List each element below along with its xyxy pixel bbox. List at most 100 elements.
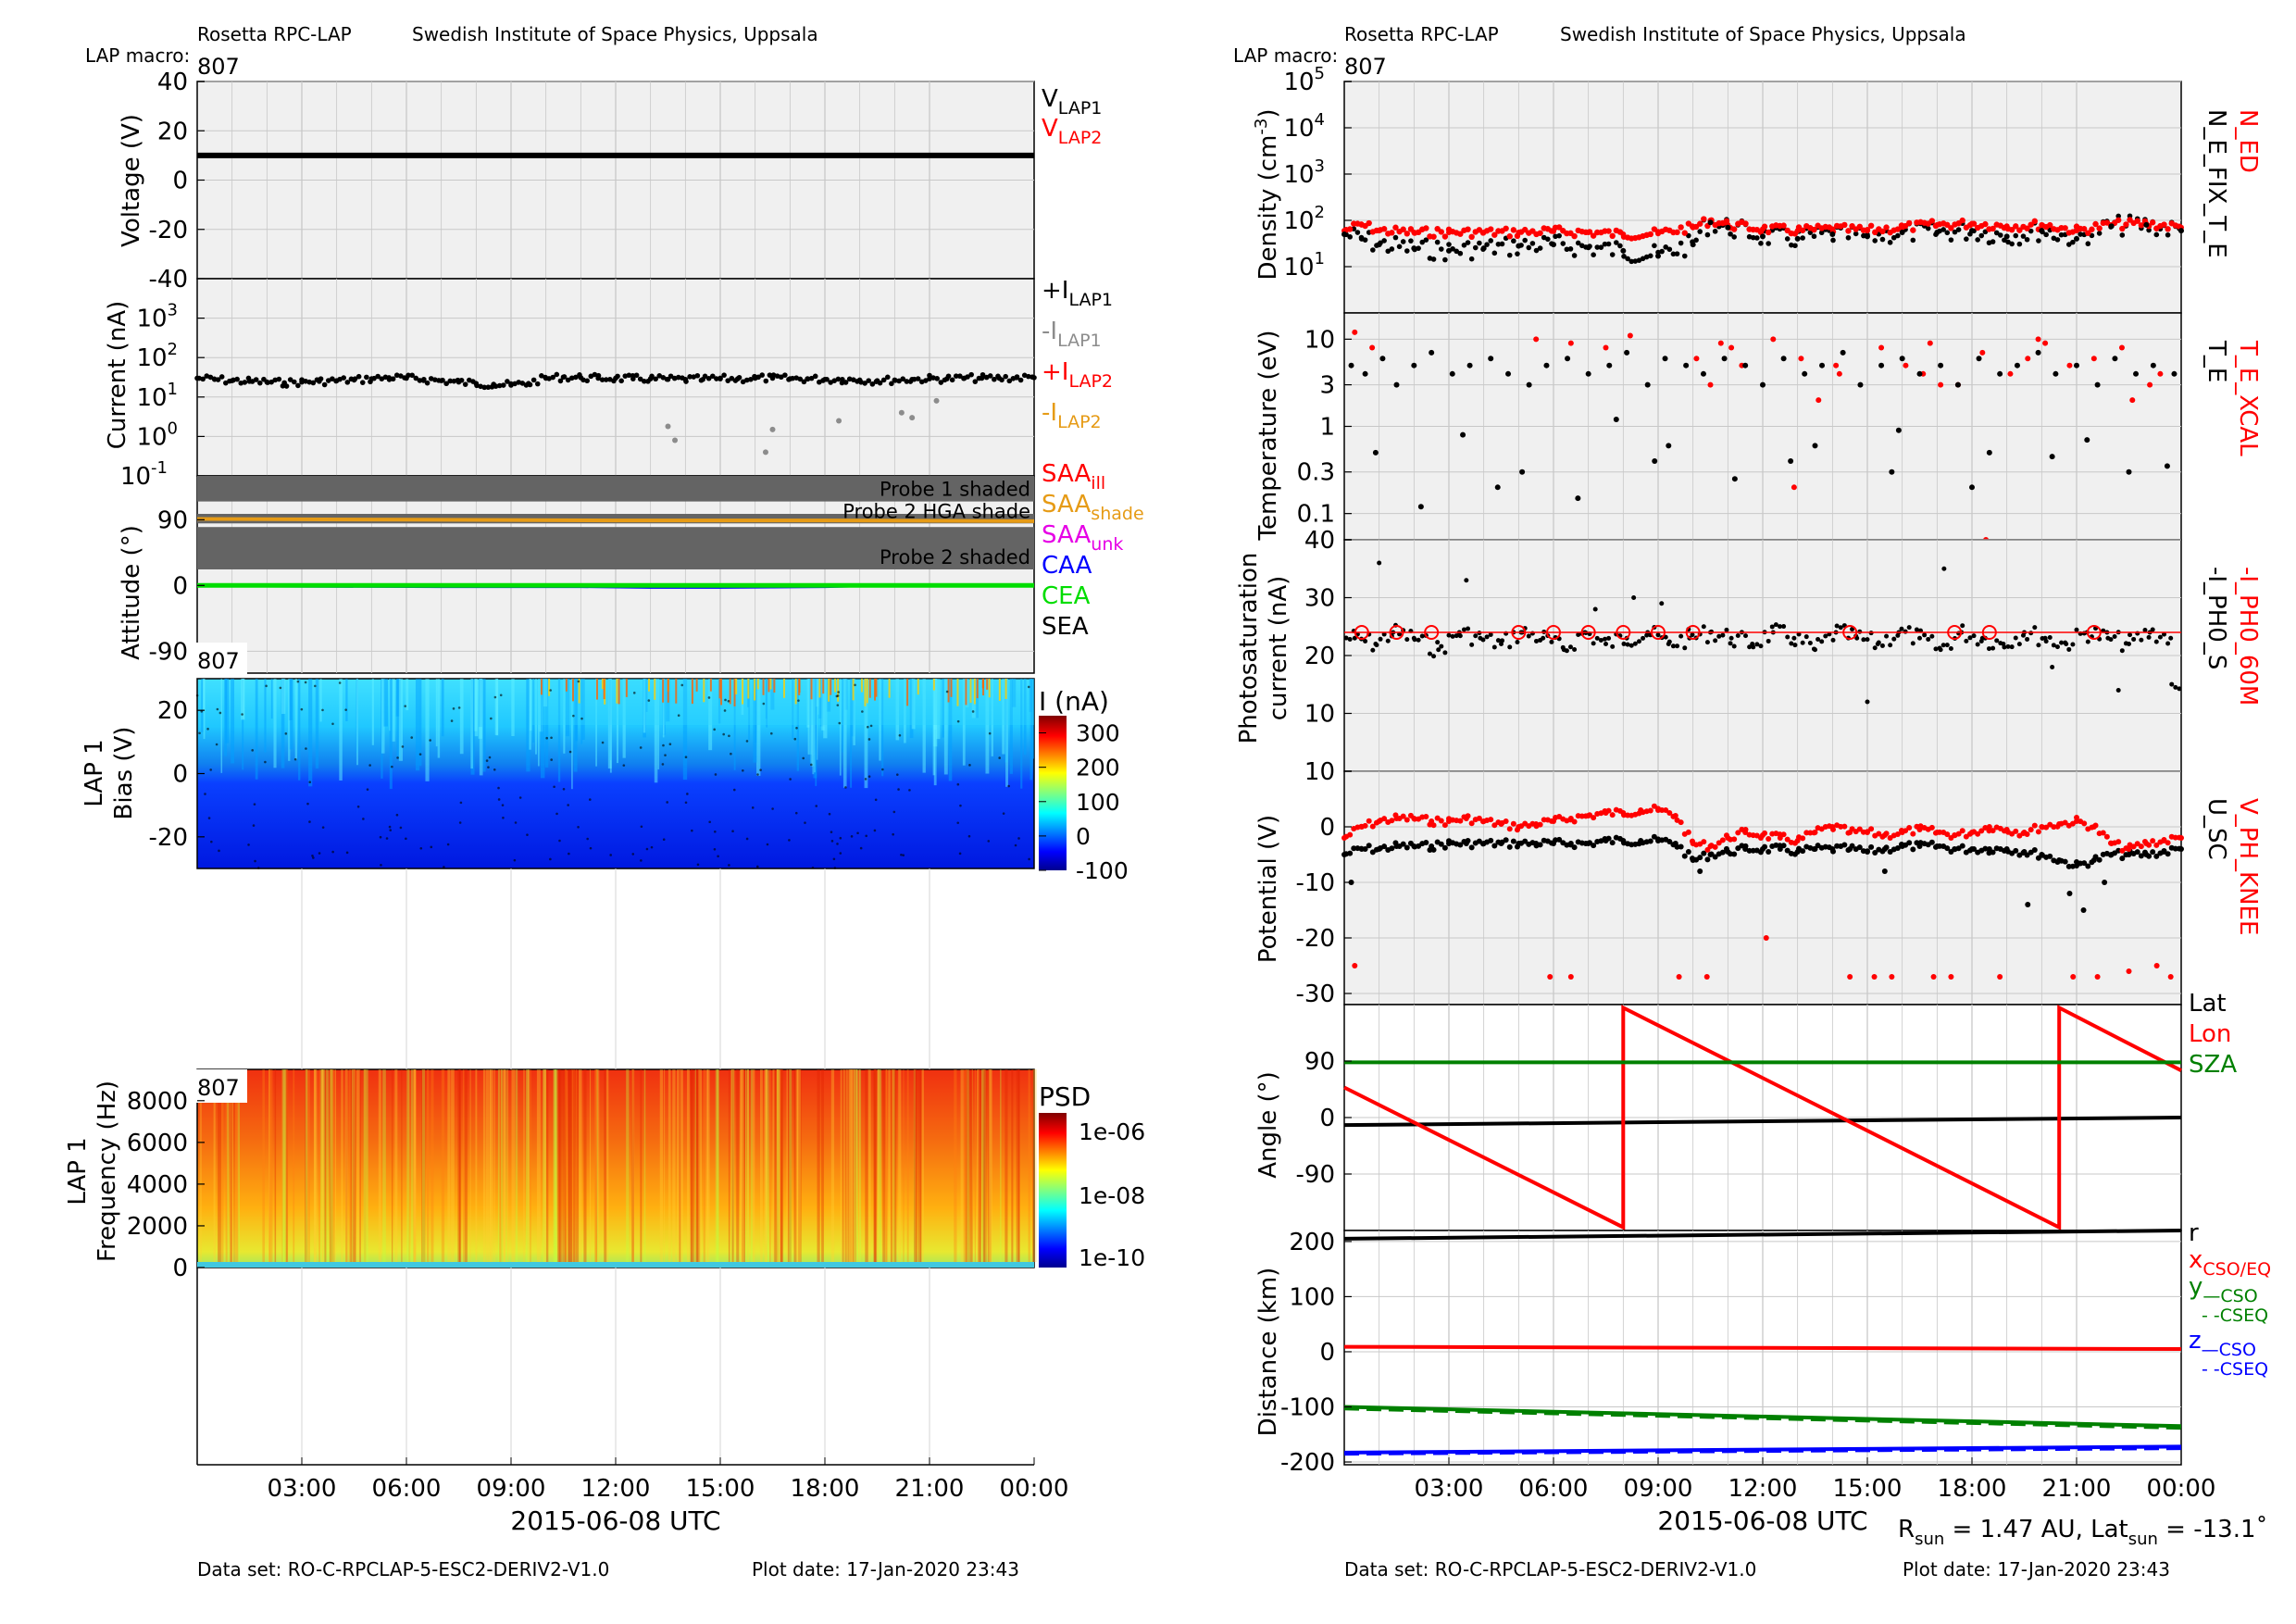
spectrogram-streak bbox=[746, 1069, 749, 1262]
legend-item-sub: —CSO bbox=[2202, 1340, 2256, 1360]
legend-item-sub: ill bbox=[1091, 473, 1105, 493]
data-point bbox=[1785, 634, 1791, 640]
spectrogram-streak bbox=[965, 679, 969, 707]
data-point bbox=[584, 378, 590, 384]
data-point bbox=[1794, 228, 1801, 234]
data-point bbox=[992, 376, 997, 382]
spectrogram-dot bbox=[241, 713, 243, 716]
data-point bbox=[2103, 833, 2110, 840]
data-point bbox=[1400, 841, 1406, 847]
data-point bbox=[2090, 857, 2097, 863]
legend-item: -I_PH0_60M bbox=[2234, 567, 2262, 706]
data-point bbox=[1655, 253, 1661, 259]
legend-item-sub: CSO/EQ bbox=[2202, 1259, 2271, 1280]
data-point bbox=[1845, 228, 1852, 234]
spectrogram-streak bbox=[596, 1069, 598, 1262]
data-point bbox=[1416, 637, 1421, 643]
data-point bbox=[1940, 643, 1946, 648]
data-point bbox=[709, 373, 716, 380]
spectrogram-dot bbox=[580, 717, 583, 720]
spectrogram-streak bbox=[527, 1069, 530, 1262]
legend-item-text: SAA bbox=[1042, 491, 1091, 518]
data-point bbox=[2146, 634, 2152, 640]
data-point bbox=[1940, 227, 1946, 232]
xtick-label: 21:00 bbox=[895, 1475, 965, 1503]
data-point bbox=[1750, 642, 1755, 646]
data-point bbox=[1556, 232, 1562, 239]
data-point bbox=[1986, 449, 1992, 456]
spectrogram-streak bbox=[747, 1069, 750, 1262]
spectrogram-dot bbox=[631, 853, 635, 856]
spectrogram-dot bbox=[728, 864, 730, 867]
data-point bbox=[299, 379, 305, 385]
data-point bbox=[915, 376, 921, 381]
data-point bbox=[2016, 241, 2023, 247]
data-point bbox=[2074, 863, 2079, 868]
data-point bbox=[1488, 226, 1494, 232]
data-point bbox=[835, 376, 842, 382]
data-point bbox=[1800, 235, 1805, 241]
spectrogram-dot bbox=[265, 684, 268, 688]
data-point bbox=[2007, 370, 2014, 377]
spectrogram-streak bbox=[932, 679, 936, 776]
spectrogram-streak bbox=[742, 1069, 745, 1262]
data-point bbox=[1341, 835, 1347, 841]
spectrogram-streak bbox=[913, 1069, 916, 1262]
data-point bbox=[1430, 256, 1437, 262]
spectrogram-streak bbox=[581, 679, 585, 741]
spectrogram-streak bbox=[909, 679, 914, 739]
data-point bbox=[1400, 813, 1406, 819]
spectrogram-streak bbox=[860, 679, 863, 693]
spectrogram-streak bbox=[330, 1069, 332, 1262]
spectrogram-dot bbox=[251, 749, 254, 752]
spectrogram-streak bbox=[854, 1069, 858, 1262]
data-point bbox=[1400, 226, 1406, 232]
data-point bbox=[2050, 665, 2055, 669]
spectrogram-streak bbox=[864, 679, 867, 706]
spectrogram-dot bbox=[828, 812, 831, 816]
xtick-label: 06:00 bbox=[372, 1475, 442, 1503]
data-point bbox=[1707, 843, 1714, 849]
right-macro-value: 807 bbox=[1344, 54, 1387, 80]
data-point bbox=[759, 372, 765, 378]
data-point bbox=[1934, 843, 1940, 849]
spectrogram-dot bbox=[321, 826, 325, 829]
spectrogram-dot bbox=[902, 854, 905, 856]
spectrogram-streak bbox=[339, 679, 343, 781]
bias-ylabel-2: Bias (V) bbox=[110, 727, 138, 820]
spectrogram-dot bbox=[501, 804, 505, 806]
data-point bbox=[1620, 838, 1627, 843]
data-point bbox=[2036, 238, 2041, 244]
spectrogram-dot bbox=[589, 846, 593, 850]
spectrogram-streak bbox=[324, 1069, 327, 1262]
data-point bbox=[1404, 637, 1410, 643]
data-point bbox=[1603, 344, 1609, 351]
spectrogram-dot bbox=[497, 786, 500, 790]
data-point bbox=[1916, 843, 1923, 849]
data-point bbox=[1510, 820, 1516, 827]
data-point bbox=[1674, 251, 1680, 256]
data-point bbox=[1551, 818, 1556, 824]
spectrogram-streak bbox=[874, 1069, 878, 1262]
series-line-xcso-eq bbox=[1343, 1344, 2182, 1351]
spectrogram-streak bbox=[965, 1069, 968, 1262]
spectrogram-streak bbox=[974, 1069, 976, 1262]
data-point bbox=[1979, 349, 1986, 356]
data-point bbox=[417, 378, 423, 383]
data-point bbox=[1613, 417, 1619, 423]
series-line-y-cseq bbox=[1343, 1406, 2182, 1430]
data-point bbox=[1813, 647, 1817, 653]
spectrogram-streak bbox=[1009, 679, 1013, 774]
data-point bbox=[2013, 635, 2018, 641]
density-ylabel-end: ) bbox=[1254, 109, 1282, 119]
bias-macro-label: 807 bbox=[197, 648, 240, 674]
data-point bbox=[1994, 638, 2000, 643]
colorbar-tick-label: 1e-08 bbox=[1079, 1182, 1145, 1209]
legend-item-sub: - -CSEQ bbox=[2202, 1305, 2268, 1326]
spectrogram-streak bbox=[834, 679, 837, 693]
legend-item-text: V bbox=[1042, 115, 1058, 143]
photosaturation-marks bbox=[1343, 560, 2182, 705]
data-point bbox=[1567, 340, 1574, 346]
data-point bbox=[1567, 974, 1574, 980]
legend-item: CAA bbox=[1042, 552, 1092, 580]
